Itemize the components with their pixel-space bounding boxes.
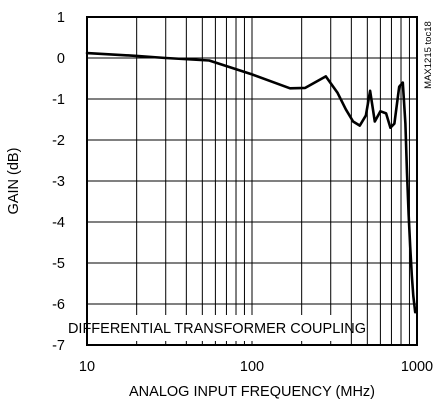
grid-lines bbox=[87, 17, 417, 345]
y-tick-label: -1 bbox=[52, 92, 65, 108]
y-tick-label: 0 bbox=[57, 51, 65, 67]
y-tick-label: -5 bbox=[52, 256, 65, 272]
y-tick-labels: 1 0 -1 -2 -3 -4 -5 -6 -7 bbox=[52, 10, 65, 354]
plot-frame bbox=[86, 16, 418, 346]
gain-curve bbox=[85, 51, 417, 314]
gain-curve-layer bbox=[85, 51, 417, 314]
y-tick-label: -6 bbox=[52, 297, 65, 313]
x-tick-label: 100 bbox=[240, 359, 264, 375]
x-tick-label: 10 bbox=[79, 359, 95, 375]
y-tick-label: -2 bbox=[52, 133, 65, 149]
y-tick-label: -4 bbox=[52, 215, 65, 231]
figure-id-label: MAX1215 toc18 bbox=[423, 21, 434, 89]
annotation-background bbox=[91, 315, 343, 341]
y-tick-label: -7 bbox=[52, 338, 65, 354]
x-axis-label: ANALOG INPUT FREQUENCY (MHz) bbox=[129, 384, 375, 400]
annotation-label: DIFFERENTIAL TRANSFORMER COUPLING bbox=[68, 321, 366, 337]
x-tick-labels: 10 100 1000 bbox=[79, 359, 433, 375]
y-tick-label: 1 bbox=[57, 10, 65, 26]
y-axis-label: GAIN (dB) bbox=[6, 148, 22, 215]
x-tick-label: 1000 bbox=[401, 359, 433, 375]
y-tick-label: -3 bbox=[52, 174, 65, 190]
